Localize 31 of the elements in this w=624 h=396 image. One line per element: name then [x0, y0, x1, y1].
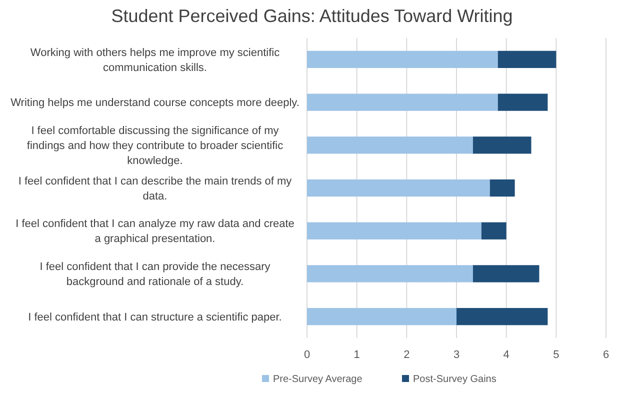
x-tick-label: 2	[404, 349, 410, 361]
bar	[307, 94, 498, 111]
bar	[307, 136, 473, 154]
chart-title: Student Perceived Gains: Attitudes Toward Writing	[111, 6, 513, 26]
y-tick-label: I feel comfortable discussing the significance of my findings and how they contribute to broader scientific knowledge.	[26, 124, 284, 167]
bar	[472, 265, 540, 282]
bar	[307, 179, 490, 197]
bar	[498, 50, 556, 68]
x-tick-label: 3	[453, 349, 460, 361]
y-tick-label: I feel confident that I can structure a scientific paper.	[28, 311, 282, 324]
x-tick-label: 1	[354, 349, 360, 361]
x-tick-label: 6	[602, 349, 610, 361]
bar	[456, 308, 548, 326]
bar	[307, 222, 482, 240]
bar	[481, 222, 506, 240]
y-tick-label: I feel confident that I can describe the main trends of my data.	[18, 175, 292, 202]
y-tick-label: Working with others helps me improve my scientific communication skills.	[30, 46, 280, 74]
legend-label: Pre-Survey Average	[273, 374, 363, 385]
bar	[490, 179, 515, 197]
y-tick-label: I feel confident that I can provide the necessary background and rationale of a study.	[40, 261, 271, 288]
x-tick-label: 0	[304, 349, 310, 361]
bar	[307, 265, 473, 282]
legend-label: Post-Survey Gains	[413, 374, 496, 385]
y-tick-label: I feel confident that I can analyze my raw data and create a graphical presentation.	[16, 218, 294, 246]
bar	[307, 308, 456, 326]
y-tick-label: Writing helps me understand course concepts more deeply.	[10, 97, 300, 110]
x-tick-label: 5	[553, 349, 560, 361]
bar	[472, 136, 532, 154]
bar	[307, 50, 498, 68]
x-tick-label: 4	[503, 349, 510, 361]
bar	[498, 94, 548, 111]
